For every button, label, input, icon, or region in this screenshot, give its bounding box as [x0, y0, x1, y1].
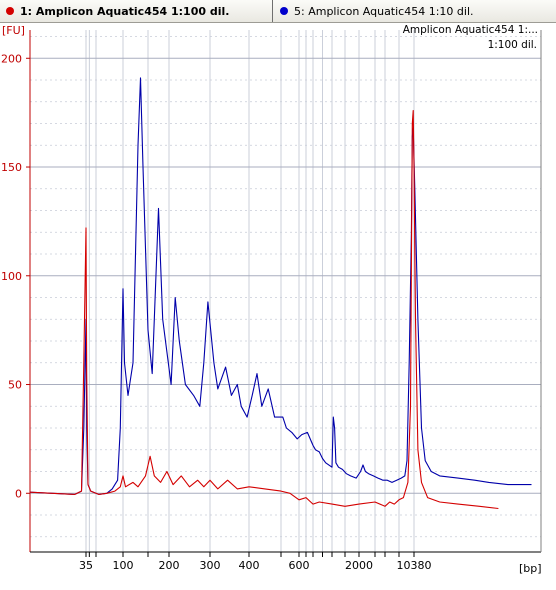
x-tick-label: 2000 [345, 559, 373, 572]
x-tick-label: 400 [239, 559, 260, 572]
y-tick-label: 50 [8, 379, 22, 392]
axis-labels: 0 50 100 150 200 35 100 200 300 400 600 2000 10380 [1, 52, 432, 572]
tab-bar: 1: Amplicon Aquatic454 1:100 dil. 5: Amp… [0, 0, 556, 23]
y-tick-label: 100 [1, 270, 22, 283]
minor-grid [30, 30, 541, 552]
tab-sample-1-label: 1: Amplicon Aquatic454 1:100 dil. [20, 4, 230, 18]
y-axis-unit-label: [FU] [2, 24, 25, 37]
x-tick-label: 100 [113, 559, 134, 572]
x-axis-unit-label: [bp] [519, 562, 542, 575]
y-tick-label: 200 [1, 52, 22, 65]
blue-dot-icon [280, 7, 288, 15]
tab-sample-5-label: 5: Amplicon Aquatic454 1:10 dil. [294, 4, 474, 18]
axes [26, 30, 542, 557]
series-line-red [29, 109, 499, 510]
series-line-blue [29, 77, 532, 495]
major-grid [30, 57, 541, 494]
chart-svg: 0 50 100 150 200 35 100 200 300 400 600 2000 10380 A… [1, 24, 542, 575]
tab-sample-5[interactable]: 5: Amplicon Aquatic454 1:10 dil. [274, 0, 556, 22]
tab-sample-1[interactable]: 1: Amplicon Aquatic454 1:100 dil. [0, 0, 273, 22]
x-tick-label: 300 [200, 559, 221, 572]
legend-text-1: Amplicon Aquatic454 1:... [403, 24, 538, 36]
electropherogram-chart: 0 50 100 150 200 35 100 200 300 400 600 2000 10380 A… [0, 22, 556, 586]
x-tick-label: 200 [159, 559, 180, 572]
x-tick-label: 10380 [397, 559, 432, 572]
x-tick-label: 600 [289, 559, 310, 572]
series-layer [29, 77, 532, 510]
y-tick-label: 150 [1, 161, 22, 174]
y-tick-label: 0 [15, 487, 22, 500]
x-tick-label: 35 [79, 559, 93, 572]
legend-text-2: 1:100 dil. [488, 39, 537, 51]
red-dot-icon [6, 7, 14, 15]
